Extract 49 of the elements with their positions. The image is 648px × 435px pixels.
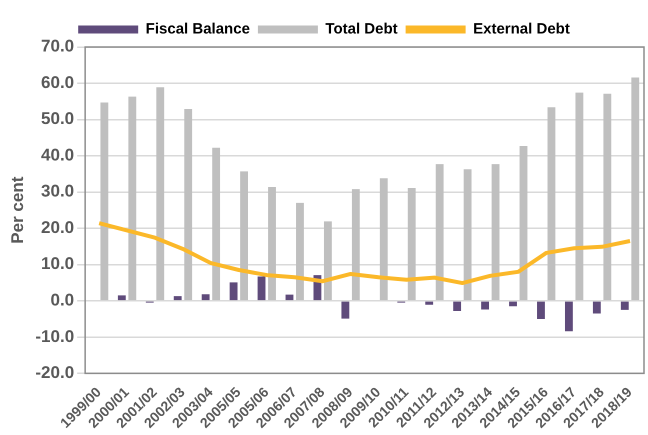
- bar: [286, 294, 294, 300]
- legend-label: External Debt: [473, 20, 570, 38]
- bar: [464, 169, 472, 300]
- y-tick-label: 50.0: [41, 109, 74, 128]
- y-axis-title: Per cent: [8, 176, 27, 244]
- bar: [324, 221, 332, 300]
- bar: [436, 164, 444, 300]
- y-tick-label: 40.0: [41, 145, 74, 164]
- bar: [481, 302, 490, 310]
- bar: [341, 302, 350, 319]
- bar: [575, 92, 584, 300]
- bar: [118, 295, 126, 300]
- y-tick-label: 10.0: [41, 254, 74, 274]
- bar: [352, 189, 360, 300]
- y-tick-label: 70.0: [41, 36, 74, 56]
- y-tick-label: -20.0: [35, 363, 74, 382]
- bar: [202, 294, 210, 300]
- bar: [620, 302, 629, 310]
- bar: [380, 178, 388, 300]
- bar: [453, 302, 462, 311]
- bar: [184, 109, 192, 300]
- bar: [296, 202, 304, 300]
- bar: [520, 146, 528, 300]
- bar: [509, 302, 517, 306]
- bar: [425, 302, 434, 305]
- bar: [492, 164, 500, 300]
- bar: [156, 87, 164, 300]
- y-tick-label: 0.0: [50, 290, 74, 310]
- bar: [240, 171, 248, 300]
- bar: [258, 276, 266, 300]
- bar: [174, 296, 182, 300]
- y-tick-label: 30.0: [41, 182, 74, 201]
- y-tick-label: 60.0: [41, 72, 74, 92]
- bar: [408, 188, 416, 300]
- y-tick-label: -10.0: [35, 326, 74, 346]
- legend-label: Fiscal Balance: [146, 20, 250, 38]
- bar: [100, 102, 108, 300]
- bar: [128, 96, 136, 300]
- y-tick-label: 20.0: [41, 218, 74, 237]
- bar: [268, 186, 276, 300]
- bar: [537, 302, 545, 319]
- bar: [212, 148, 220, 300]
- bar: [564, 302, 573, 332]
- bar: [548, 107, 556, 300]
- bar: [230, 282, 238, 300]
- bar: [592, 302, 601, 314]
- bar: [631, 77, 640, 300]
- legend-label: Total Debt: [325, 20, 398, 38]
- bar: [603, 94, 612, 300]
